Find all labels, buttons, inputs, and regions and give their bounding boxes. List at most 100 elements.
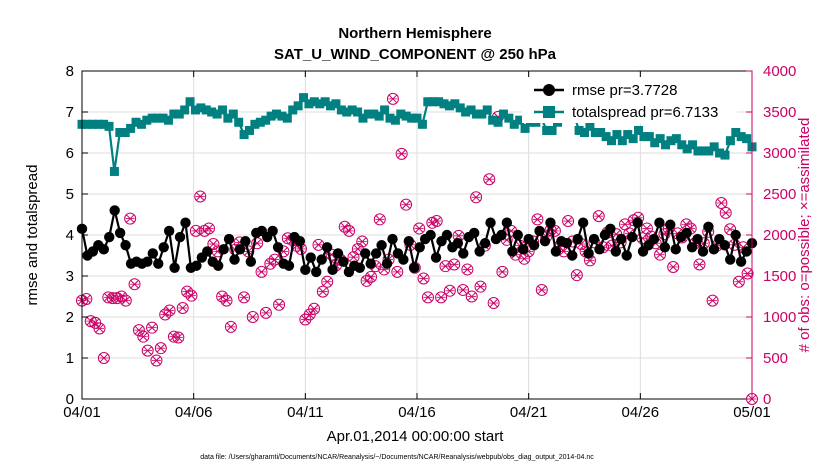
obs-marker bbox=[724, 223, 737, 236]
totalspread-point bbox=[444, 101, 454, 111]
rmse-point bbox=[321, 242, 333, 253]
totalspread-point bbox=[504, 113, 514, 123]
totalspread-point bbox=[250, 119, 260, 129]
totalspread-point bbox=[282, 113, 292, 123]
totalspread-point bbox=[245, 125, 254, 135]
rmse-point bbox=[512, 229, 523, 241]
totalspread-point bbox=[347, 105, 357, 115]
totalspread-point bbox=[731, 128, 741, 137]
totalspread-point bbox=[628, 134, 638, 144]
right-y-tick-label: 3000 bbox=[763, 145, 796, 162]
rmse-point bbox=[697, 246, 709, 257]
totalspread-point bbox=[120, 128, 130, 137]
totalspread-point bbox=[153, 113, 163, 123]
obs-marker bbox=[119, 294, 132, 307]
obs-marker bbox=[132, 324, 145, 337]
obs-marker bbox=[124, 212, 137, 225]
rmse-point bbox=[583, 248, 594, 259]
rmse-point bbox=[229, 254, 240, 265]
obs-marker bbox=[321, 275, 334, 288]
right-y-tick-label: 0 bbox=[763, 391, 771, 408]
obs-marker bbox=[456, 283, 469, 296]
rmse-point bbox=[621, 250, 632, 261]
totalspread-point bbox=[709, 142, 719, 152]
obs-marker bbox=[487, 297, 500, 310]
rmse-point bbox=[528, 240, 540, 251]
totalspread-point bbox=[580, 128, 589, 137]
obs-marker bbox=[474, 280, 487, 293]
x-tick-label: 04/21 bbox=[510, 404, 548, 421]
obs-marker bbox=[443, 284, 456, 297]
obs-marker bbox=[238, 291, 251, 304]
totalspread-point bbox=[315, 99, 325, 109]
legend-spread-label: totalspread pr=6.7133 bbox=[572, 104, 718, 121]
obs-marker bbox=[706, 294, 719, 307]
totalspread-point bbox=[131, 117, 141, 127]
x-tick-label: 05/01 bbox=[733, 404, 771, 421]
rmse-point bbox=[425, 229, 436, 241]
totalspread-point bbox=[255, 117, 265, 127]
obs-marker bbox=[128, 278, 141, 291]
totalspread-point bbox=[677, 140, 687, 150]
rmse-point bbox=[681, 227, 692, 239]
rmse-point bbox=[283, 260, 295, 271]
obs-marker bbox=[150, 354, 163, 367]
rmse-point bbox=[594, 244, 605, 255]
totalspread-point bbox=[336, 105, 346, 115]
totalspread-point bbox=[666, 136, 676, 146]
totalspread-point bbox=[190, 105, 200, 115]
left-y-tick-label: 8 bbox=[66, 63, 74, 80]
rmse-point bbox=[545, 217, 556, 228]
obs-marker bbox=[640, 222, 653, 235]
obs-marker bbox=[172, 331, 185, 344]
rmse-point bbox=[169, 262, 180, 273]
rmse-point bbox=[98, 244, 109, 255]
rmse-point bbox=[300, 264, 311, 276]
left-y-tick-label: 7 bbox=[66, 104, 74, 121]
totalspread-point bbox=[136, 119, 146, 129]
rmse-point bbox=[665, 219, 676, 230]
rmse-point bbox=[692, 233, 703, 245]
rmse-point bbox=[534, 225, 545, 237]
rmse-point bbox=[174, 231, 186, 243]
rmse-point bbox=[114, 227, 126, 239]
rmse-point bbox=[605, 223, 616, 235]
legend-background bbox=[522, 77, 737, 123]
rmse-point bbox=[458, 248, 469, 259]
right-y-tick-label: 4000 bbox=[763, 63, 796, 80]
rmse-point bbox=[735, 256, 747, 267]
rmse-point bbox=[670, 244, 681, 255]
rmse-point bbox=[632, 217, 643, 228]
rmse-point bbox=[109, 205, 120, 216]
x-axis: 04/01 04/06 04/11 04/16 04/21 04/26 05/01 bbox=[63, 71, 771, 421]
obs-marker bbox=[430, 215, 443, 228]
totalspread-point bbox=[574, 125, 584, 135]
totalspread-point bbox=[671, 134, 681, 144]
totalspread-point bbox=[466, 105, 476, 115]
obs-marker bbox=[732, 275, 745, 288]
obs-marker bbox=[535, 283, 548, 296]
rmse-point bbox=[158, 242, 169, 253]
rmse-point bbox=[376, 240, 387, 251]
totalspread-point bbox=[520, 123, 530, 133]
totalspread-point bbox=[147, 113, 157, 123]
totalspread-point bbox=[185, 97, 195, 107]
totalspread-point bbox=[228, 109, 238, 119]
totalspread-point bbox=[223, 113, 233, 123]
totalspread-point bbox=[639, 132, 649, 142]
rmse-point bbox=[518, 244, 529, 255]
totalspread-point bbox=[661, 140, 671, 150]
totalspread-point bbox=[390, 115, 400, 125]
rmse-point bbox=[441, 229, 453, 241]
rmse-point bbox=[218, 244, 229, 255]
chart-title: Northern Hemisphere bbox=[338, 25, 491, 42]
rmse-point bbox=[104, 231, 115, 243]
totalspread-point bbox=[742, 134, 752, 144]
left-y-tick-label: 2 bbox=[66, 309, 74, 326]
totalspread-point bbox=[698, 146, 708, 156]
totalspread-point bbox=[358, 113, 368, 123]
obs-marker bbox=[194, 190, 207, 203]
totalspread-point bbox=[261, 115, 271, 125]
left-y-axis: 0 1 2 3 4 5 6 7 8 bbox=[66, 63, 88, 408]
totalspread-point bbox=[212, 109, 222, 119]
